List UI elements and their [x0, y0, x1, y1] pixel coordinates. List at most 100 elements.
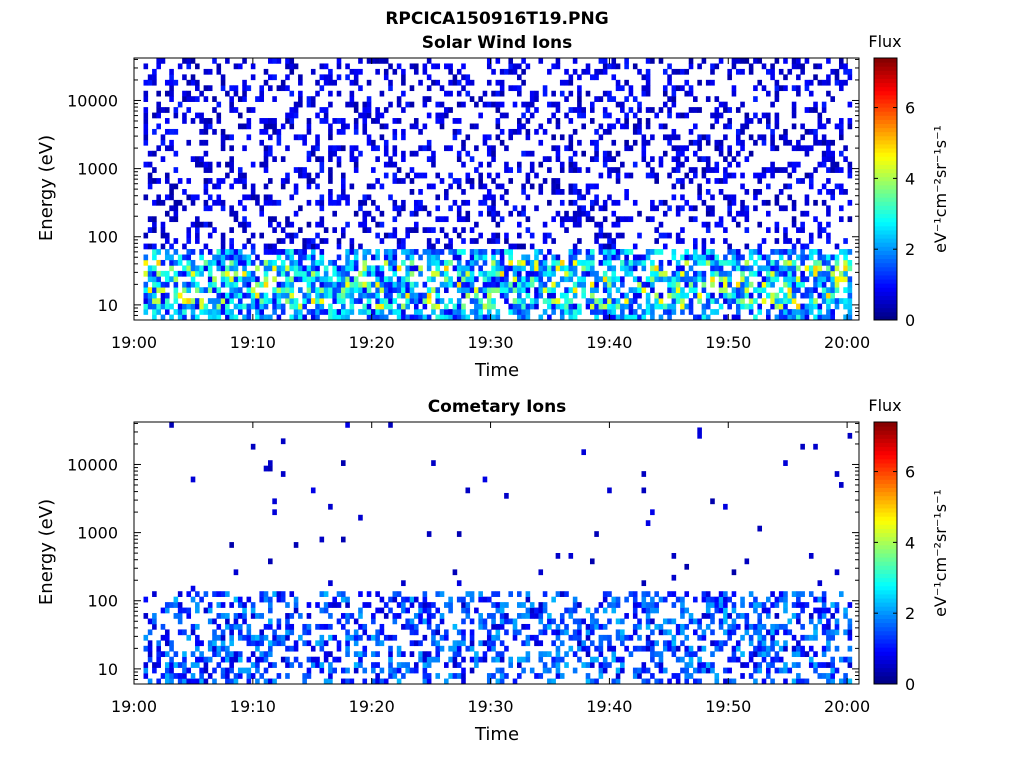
heatmap-cell — [383, 292, 389, 299]
heatmap-cell — [353, 254, 359, 261]
heatmap-cell — [336, 243, 342, 250]
heatmap-cell — [559, 221, 565, 228]
heatmap-cell — [572, 270, 578, 277]
heatmap-cell — [371, 292, 376, 299]
heatmap-cell — [482, 618, 488, 625]
heatmap-cell — [306, 254, 312, 261]
heatmap-cell — [521, 640, 526, 647]
heatmap-cell — [624, 194, 629, 201]
heatmap-cell — [774, 238, 780, 244]
heatmap-cell — [830, 629, 835, 636]
heatmap-cell — [826, 673, 831, 679]
heatmap-cell — [650, 673, 655, 679]
heatmap-cell — [525, 259, 531, 266]
heatmap-cell — [263, 678, 269, 685]
heatmap-cell — [727, 623, 732, 630]
heatmap-cell — [787, 194, 793, 201]
heatmap-cell — [517, 629, 522, 636]
heatmap-cell — [293, 542, 299, 548]
heatmap-cell — [611, 96, 617, 102]
heatmap-cell — [766, 651, 771, 658]
heatmap-cell — [482, 303, 488, 310]
heatmap-cell — [345, 292, 350, 299]
heatmap-cell — [632, 607, 638, 614]
heatmap-cell — [160, 58, 166, 64]
heatmap-cell — [426, 156, 432, 163]
heatmap-cell — [521, 656, 526, 663]
heatmap-cell — [237, 629, 243, 636]
heatmap-cell — [808, 172, 814, 179]
heatmap-cell — [791, 101, 797, 108]
heatmap-cell — [774, 298, 780, 304]
heatmap-cell — [787, 254, 793, 261]
heatmap-cell — [753, 270, 758, 277]
heatmap-cell — [800, 63, 805, 70]
heatmap-cell — [602, 623, 608, 630]
heatmap-cell — [203, 199, 209, 206]
heatmap-cell — [315, 662, 320, 668]
heatmap-cell — [169, 259, 174, 266]
heatmap-cell — [383, 145, 389, 152]
heatmap-cell — [456, 210, 462, 217]
heatmap-cell — [242, 243, 247, 250]
heatmap-cell — [641, 74, 647, 81]
heatmap-cell — [559, 259, 565, 266]
heatmap-cell — [216, 118, 222, 124]
heatmap-cell — [637, 107, 642, 113]
heatmap-cell — [727, 74, 732, 81]
heatmap-cell — [529, 270, 535, 277]
heatmap-cell — [375, 265, 380, 272]
heatmap-cell — [229, 259, 234, 266]
heatmap-cell — [220, 85, 226, 92]
heatmap-cell — [817, 281, 823, 288]
heatmap-cell — [220, 613, 226, 619]
heatmap-cell — [774, 265, 780, 272]
heatmap-cell — [843, 656, 848, 663]
heatmap-cell — [246, 309, 252, 315]
heatmap-cell — [242, 227, 247, 233]
heatmap-cell — [551, 259, 556, 266]
heatmap-cell — [602, 63, 608, 70]
heatmap-cell — [405, 298, 410, 304]
heatmap-cell — [409, 651, 415, 658]
heatmap-cell — [602, 596, 608, 603]
solar-wind-xlabel: Time — [474, 360, 519, 381]
heatmap-cell — [525, 118, 531, 124]
heatmap-cell — [766, 276, 771, 283]
heatmap-cell — [826, 79, 831, 86]
heatmap-cell — [340, 298, 346, 304]
heatmap-cell — [272, 634, 277, 641]
heatmap-cell — [705, 591, 711, 597]
heatmap-cell — [203, 265, 209, 272]
heatmap-cell — [426, 183, 432, 190]
heatmap-cell — [607, 281, 612, 288]
heatmap-cell — [499, 276, 505, 283]
heatmap-cell — [826, 629, 831, 636]
colorbar-tick-label: 4 — [905, 169, 915, 188]
heatmap-cell — [280, 591, 286, 597]
heatmap-cell — [766, 281, 771, 288]
colorbar-segment — [874, 675, 897, 681]
heatmap-cell — [186, 607, 192, 614]
heatmap-cell — [147, 298, 153, 304]
heatmap-cell — [353, 123, 359, 130]
heatmap-cell — [791, 314, 797, 321]
heatmap-cell — [796, 265, 801, 272]
heatmap-cell — [340, 596, 346, 603]
heatmap-cell — [731, 287, 737, 294]
heatmap-cell — [426, 58, 432, 64]
heatmap-cell — [495, 265, 501, 272]
heatmap-cell — [448, 63, 453, 70]
heatmap-cell — [529, 276, 535, 283]
heatmap-cell — [293, 112, 299, 119]
heatmap-cell — [572, 128, 578, 135]
heatmap-cell — [358, 591, 363, 597]
heatmap-cell — [847, 265, 853, 272]
colorbar-segment — [874, 201, 897, 206]
heatmap-cell — [491, 145, 496, 152]
heatmap-cell — [727, 281, 732, 288]
heatmap-cell — [834, 259, 840, 266]
heatmap-cell — [628, 265, 634, 272]
heatmap-cell — [693, 139, 698, 146]
heatmap-cell — [607, 243, 612, 250]
